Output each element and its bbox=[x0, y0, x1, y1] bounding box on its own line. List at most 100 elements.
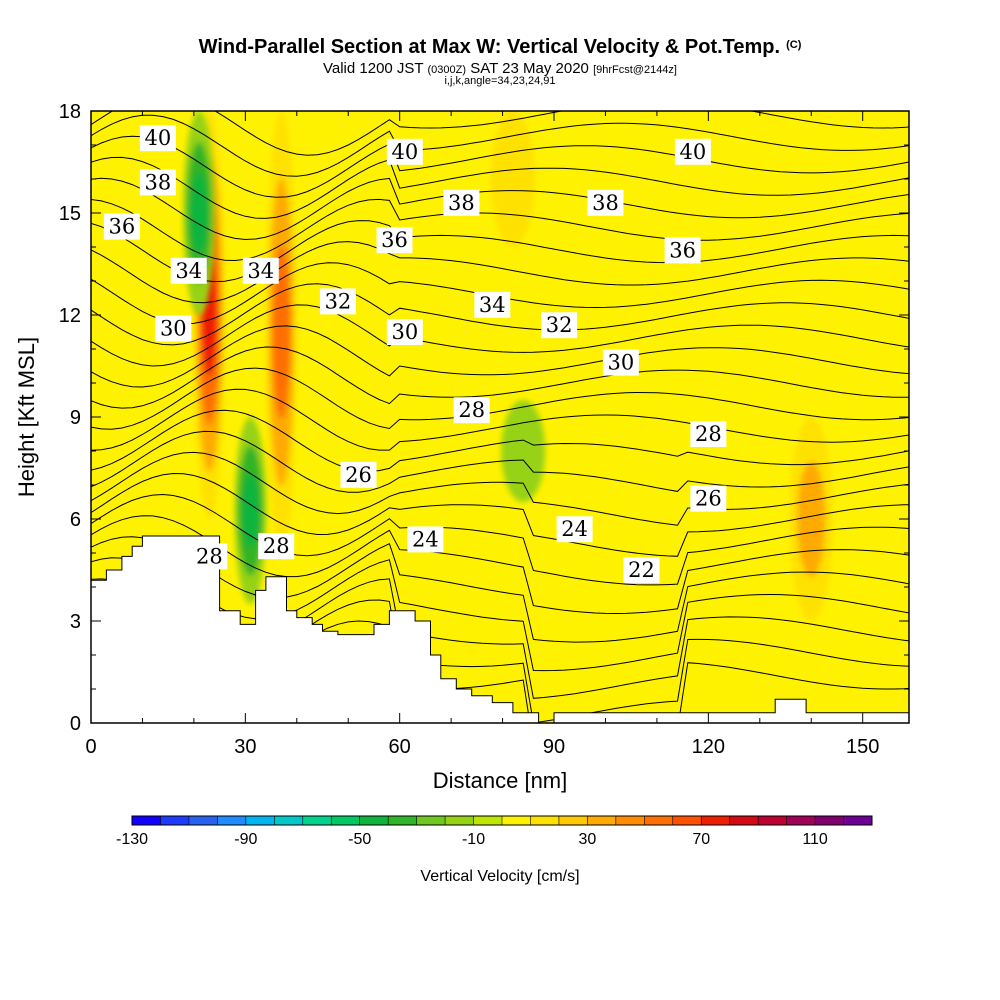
contour-label-text: 40 bbox=[680, 140, 707, 164]
contour-label-box bbox=[170, 257, 207, 284]
contour-label-box bbox=[541, 312, 578, 339]
contour-label-box bbox=[155, 315, 192, 342]
contour-label-box bbox=[319, 288, 356, 315]
chart-title: Wind-Parallel Section at Max W: Vertical… bbox=[198, 36, 802, 58]
y-tick-label: 6 bbox=[70, 509, 81, 531]
theta-contour-line bbox=[91, 325, 909, 388]
velocity-core-band bbox=[501, 400, 546, 502]
contour-label-box bbox=[258, 533, 295, 560]
y-tick-label: 15 bbox=[59, 203, 81, 225]
contour-label-box bbox=[690, 485, 727, 512]
velocity-core bbox=[490, 111, 535, 247]
y-tick-label: 0 bbox=[70, 713, 81, 735]
colorbar-swatch bbox=[359, 816, 389, 825]
colorbar-swatch bbox=[672, 816, 702, 825]
contour-label: 28 bbox=[453, 397, 490, 424]
colorbar-swatch bbox=[160, 816, 190, 825]
colorbar-swatch bbox=[217, 816, 247, 825]
velocity-core-band bbox=[797, 461, 826, 577]
colorbar-swatch bbox=[502, 816, 531, 825]
velocity-core-band bbox=[241, 473, 260, 548]
contour-label-text: 38 bbox=[592, 191, 619, 215]
x-tick-label: 0 bbox=[85, 736, 96, 758]
y-axis-label: Height [Kft MSL] bbox=[14, 337, 39, 497]
contour-label-box bbox=[242, 257, 279, 284]
contour-label-box bbox=[376, 227, 413, 254]
colorbar-swatch bbox=[587, 816, 617, 825]
contour-label-text: 26 bbox=[345, 463, 372, 487]
colorbar-swatch bbox=[388, 816, 418, 825]
contour-label-text: 40 bbox=[391, 140, 418, 164]
x-axis-label: Distance [nm] bbox=[433, 768, 568, 793]
y-tick-label: 3 bbox=[70, 611, 81, 633]
chart-subtitle: Valid 1200 JST (0300Z) SAT 23 May 2020 [… bbox=[322, 60, 677, 77]
contour-label-box bbox=[340, 461, 377, 488]
colorbar-swatch bbox=[786, 816, 816, 825]
x-tick-label: 120 bbox=[692, 736, 725, 758]
contour-label: 32 bbox=[319, 288, 356, 315]
contour-label-text: 24 bbox=[561, 517, 588, 541]
contour-label-box bbox=[664, 237, 701, 264]
theta-contour-line bbox=[91, 493, 909, 586]
chart-params: i,j,k,angle=34,23,24,91 bbox=[444, 75, 556, 87]
theta-contour-line bbox=[91, 409, 909, 472]
contour-label: 28 bbox=[690, 421, 727, 447]
contour-label-text: 26 bbox=[695, 487, 722, 511]
contour-label-box bbox=[103, 213, 140, 240]
theta-contour-line bbox=[91, 198, 909, 262]
velocity-core bbox=[789, 417, 834, 621]
velocity-core bbox=[183, 111, 216, 315]
theta-contour-line bbox=[91, 346, 909, 409]
colorbar-tick-label: 70 bbox=[692, 831, 710, 848]
theta-contour-line bbox=[91, 367, 909, 430]
contour-label: 40 bbox=[386, 138, 423, 165]
theta-contour-line bbox=[91, 515, 909, 615]
contour-label-text: 38 bbox=[448, 191, 475, 215]
theta-contour-line bbox=[91, 241, 909, 304]
contour-label-box bbox=[602, 349, 639, 376]
contour-label-box bbox=[453, 397, 490, 424]
theta-contour-line bbox=[91, 135, 909, 198]
y-tick-label: 18 bbox=[59, 101, 81, 123]
contour-label-text: 30 bbox=[608, 351, 635, 375]
colorbar-swatch bbox=[729, 816, 759, 825]
y-tick-label: 9 bbox=[70, 407, 81, 429]
contour-label-box bbox=[474, 291, 511, 318]
contour-label-text: 38 bbox=[145, 170, 172, 194]
contour-label: 28 bbox=[191, 543, 228, 570]
colorbar-swatch bbox=[445, 816, 474, 825]
colorbar-tick-label: -90 bbox=[234, 831, 257, 848]
contour-label-text: 36 bbox=[109, 215, 136, 239]
contour-label-text: 30 bbox=[391, 320, 418, 344]
contour-label-box bbox=[587, 189, 624, 216]
contour-label-text: 24 bbox=[412, 527, 439, 551]
contour-label-text: 28 bbox=[458, 398, 485, 422]
colorbar-swatch bbox=[132, 816, 161, 825]
contour-label: 32 bbox=[541, 312, 578, 339]
velocity-core-band bbox=[490, 111, 535, 247]
contour-label-text: 30 bbox=[160, 317, 187, 341]
theta-contour-line bbox=[91, 220, 909, 283]
contour-label-text: 28 bbox=[263, 534, 290, 558]
x-tick-label: 150 bbox=[846, 736, 879, 758]
contour-label-text: 36 bbox=[381, 228, 408, 252]
contour-label: 24 bbox=[407, 526, 444, 553]
colorbar-label: Vertical Velocity [cm/s] bbox=[420, 868, 579, 885]
contour-label-box bbox=[674, 138, 711, 165]
contour-labels: 40 40 40 38 38 38 36 36 36 34 34 34 32 32 30 30 30 28 28 28… bbox=[103, 125, 727, 583]
theta-contour-line bbox=[91, 451, 909, 526]
contour-label: 38 bbox=[443, 189, 480, 216]
contour-label: 38 bbox=[139, 169, 176, 196]
colorbar-swatch bbox=[530, 816, 560, 825]
contour-label: 34 bbox=[474, 291, 511, 318]
contour-label-text: 32 bbox=[325, 289, 352, 313]
copyright-mark: (C) bbox=[786, 39, 802, 51]
contour-label-text: 34 bbox=[247, 259, 274, 283]
contour-label: 40 bbox=[139, 125, 176, 152]
colorbar-tick-label: 110 bbox=[802, 831, 828, 848]
contour-label: 38 bbox=[587, 189, 624, 216]
contour-label: 36 bbox=[664, 237, 701, 264]
colorbar-swatch bbox=[473, 816, 503, 825]
contour-label: 30 bbox=[155, 315, 192, 342]
